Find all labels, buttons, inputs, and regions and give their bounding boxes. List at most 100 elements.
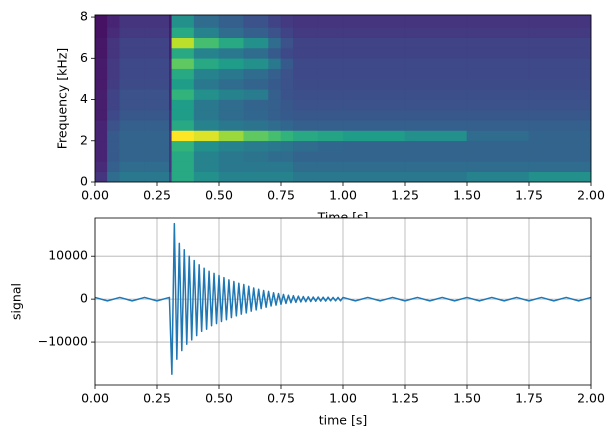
x-axis-label: time [s]	[319, 413, 367, 428]
x-tick-label: 1.75	[515, 391, 543, 406]
heatmap-cell	[268, 161, 282, 172]
heatmap-cell	[218, 161, 245, 172]
heatmap-cell	[144, 27, 170, 38]
heatmap-cell	[243, 99, 269, 111]
heatmap-cell	[280, 57, 294, 69]
heatmap-cell	[218, 171, 245, 183]
x-tick-label: 0.00	[81, 391, 109, 406]
heatmap-cell	[243, 130, 269, 142]
heatmap-cell	[218, 27, 245, 38]
heatmap-cell	[193, 14, 220, 28]
heatmap-cell	[528, 109, 592, 121]
heatmap-cell	[144, 14, 170, 28]
signal-line	[94, 222, 592, 376]
heatmap-cell	[193, 161, 220, 172]
heatmap-cell	[404, 88, 468, 100]
heatmap-cell	[218, 109, 245, 121]
heatmap-cell	[528, 130, 592, 142]
heatmap-cell	[169, 140, 173, 152]
heatmap-cell	[169, 150, 173, 162]
heatmap-cell	[293, 161, 319, 172]
heatmap-cell	[342, 78, 406, 90]
y-axis-label: Frequency [kHz]	[55, 48, 70, 150]
heatmap-cell	[466, 171, 530, 183]
x-tick-label: 2.00	[577, 391, 605, 406]
heatmap-cell	[107, 14, 121, 28]
heatmap-cell	[317, 119, 344, 131]
heatmap-cell	[193, 37, 220, 49]
heatmap-cell	[193, 140, 220, 152]
axes-frame	[94, 14, 592, 183]
heatmap-cell	[193, 109, 220, 121]
heatmap-cell	[280, 37, 294, 49]
heatmap-cell	[528, 27, 592, 38]
heatmap-cell	[169, 109, 173, 121]
heatmap-cell	[528, 68, 592, 80]
heatmap-cell	[94, 78, 108, 90]
heatmap-cell	[404, 119, 468, 131]
heatmap-cell	[466, 37, 530, 49]
y-tick-label: −10000	[38, 334, 88, 349]
heatmap-cell	[193, 130, 220, 142]
heatmap-cell	[466, 150, 530, 162]
heatmap-cell	[268, 37, 282, 49]
heatmap-cell	[342, 88, 406, 100]
heatmap-cell	[317, 171, 344, 183]
heatmap-cell	[404, 99, 468, 111]
heatmap-cell	[293, 119, 319, 131]
heatmap-cell	[342, 109, 406, 121]
heatmap-cell	[243, 140, 269, 152]
heatmap-cell	[94, 99, 108, 111]
heatmap-cell	[317, 99, 344, 111]
heatmap-cell	[94, 161, 108, 172]
heatmap-cell	[342, 68, 406, 80]
x-tick-label: 1.50	[453, 188, 481, 203]
heatmap-cell	[169, 78, 173, 90]
heatmap-cell	[528, 57, 592, 69]
heatmap-cell	[342, 14, 406, 28]
heatmap-cell	[243, 68, 269, 80]
heatmap-cell	[169, 130, 173, 142]
heatmap-cell	[171, 27, 195, 38]
heatmap-cell	[342, 130, 406, 142]
heatmap-cell	[293, 88, 319, 100]
heatmap-cell	[171, 140, 195, 152]
heatmap-cell	[268, 171, 282, 183]
heatmap-cell	[218, 119, 245, 131]
heatmap-cell	[466, 57, 530, 69]
heatmap-cell	[293, 171, 319, 183]
heatmap-cell	[193, 88, 220, 100]
heatmap-cell	[144, 171, 170, 183]
heatmap-cell	[466, 14, 530, 28]
heatmap-cell	[293, 99, 319, 111]
x-tick-label: 0.50	[205, 188, 233, 203]
heatmap-cell	[169, 119, 173, 131]
heatmap-cell	[107, 88, 121, 100]
heatmap-cell	[466, 140, 530, 152]
heatmap-cell	[193, 27, 220, 38]
heatmap-cell	[107, 37, 121, 49]
heatmap-cell	[528, 88, 592, 100]
heatmap-cell	[171, 47, 195, 59]
heatmap-cell	[169, 171, 173, 183]
heatmap-cell	[317, 150, 344, 162]
heatmap-cell	[404, 78, 468, 90]
x-tick-label: 0.00	[81, 188, 109, 203]
heatmap-cell	[193, 150, 220, 162]
heatmap-cell	[243, 88, 269, 100]
heatmap-cell	[107, 109, 121, 121]
heatmap-cell	[218, 57, 245, 69]
heatmap-cell	[293, 130, 319, 142]
heatmap-cell	[466, 78, 530, 90]
heatmap-cell	[144, 119, 170, 131]
heatmap-cell	[119, 119, 145, 131]
heatmap-cell	[171, 109, 195, 121]
heatmap-cell	[171, 14, 195, 28]
heatmap-cell	[119, 171, 145, 183]
heatmap-cell	[171, 130, 195, 142]
heatmap-cell	[280, 47, 294, 59]
heatmap-cell	[119, 27, 145, 38]
heatmap-cell	[119, 78, 145, 90]
heatmap-cell	[342, 171, 406, 183]
x-tick-label: 0.75	[267, 188, 295, 203]
